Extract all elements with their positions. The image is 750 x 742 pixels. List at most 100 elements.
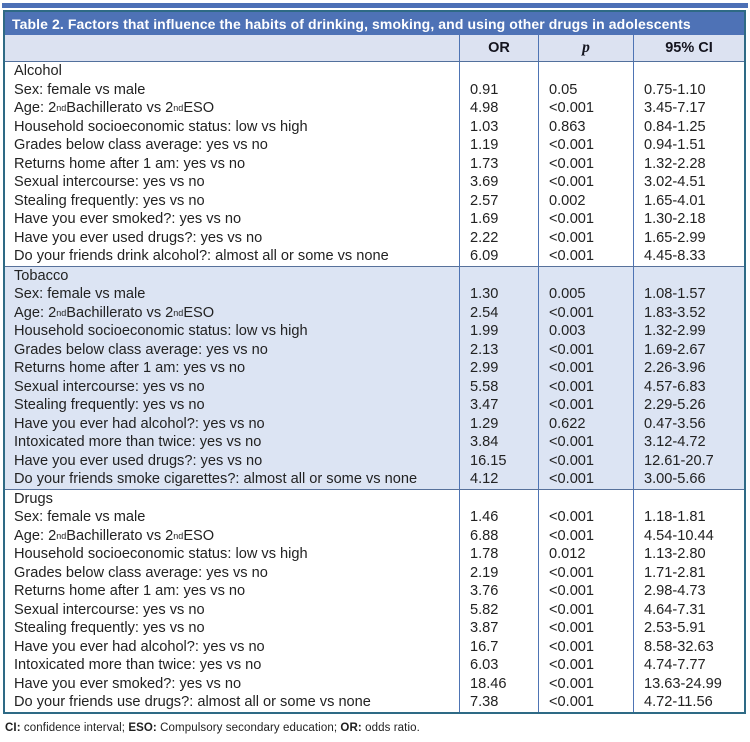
factor-cell: Have you ever used drugs?: yes vs no (14, 229, 263, 246)
table-row: Sex: female vs male 1.30 0.005 1.08-1.57 (5, 285, 744, 304)
factor-cell: Returns home after 1 am: yes vs no (14, 155, 246, 172)
factor-cell: Stealing frequently: yes vs no (14, 397, 205, 414)
factor-cell: Sex: female vs male (14, 286, 146, 303)
ci-cell: 1.71-2.81 (633, 563, 744, 582)
ci-cell: 2.26-3.96 (633, 359, 744, 378)
factor-cell: Have you ever smoked?: yes vs no (14, 675, 242, 692)
p-cell: <0.001 (538, 470, 633, 489)
or-cell: 1.73 (459, 154, 538, 173)
or-cell: 1.78 (459, 545, 538, 564)
ci-cell: 8.58-32.63 (633, 637, 744, 656)
or-cell: 6.88 (459, 526, 538, 545)
p-cell: <0.001 (538, 359, 633, 378)
ci-cell: 3.00-5.66 (633, 470, 744, 489)
ci-cell: 0.84-1.25 (633, 117, 744, 136)
ci-cell: 3.12-4.72 (633, 433, 744, 452)
or-cell (459, 266, 538, 285)
ci-cell: 4.57-6.83 (633, 377, 744, 396)
ci-cell (633, 62, 744, 81)
p-cell: 0.012 (538, 545, 633, 564)
table-header-row: OR p 95% CI (5, 35, 744, 62)
or-cell: 7.38 (459, 693, 538, 712)
column-header-factor (5, 35, 459, 61)
ci-cell: 4.74-7.77 (633, 656, 744, 675)
table-row: Have you ever used drugs?: yes vs no 16.1… (5, 451, 744, 470)
or-cell: 1.19 (459, 136, 538, 155)
table-row: Returns home after 1 am: yes vs no 3.76 <0… (5, 582, 744, 601)
table-row: Sexual intercourse: yes vs no 5.82 <0.001 4… (5, 600, 744, 619)
table-row: Stealing frequently: yes vs no 2.57 0.002 1… (5, 191, 744, 210)
top-rule-divider (2, 3, 748, 8)
factor-cell: Sexual intercourse: yes vs no (14, 601, 205, 618)
ci-cell: 4.45-8.33 (633, 247, 744, 266)
ci-cell: 1.08-1.57 (633, 285, 744, 304)
p-cell: 0.002 (538, 191, 633, 210)
section-label: Tobacco (14, 267, 69, 284)
p-cell: <0.001 (538, 656, 633, 675)
table-row: Do your friends drink alcohol?: almost a… (5, 247, 744, 266)
factor-cell: Stealing frequently: yes vs no (14, 192, 205, 209)
or-cell: 2.13 (459, 340, 538, 359)
p-cell: <0.001 (538, 508, 633, 527)
p-cell: <0.001 (538, 340, 633, 359)
or-cell: 6.09 (459, 247, 538, 266)
or-cell: 1.30 (459, 285, 538, 304)
or-cell: 2.19 (459, 563, 538, 582)
table-row: Have you ever had alcohol?: yes vs no 16.… (5, 637, 744, 656)
ci-cell: 1.32-2.28 (633, 154, 744, 173)
factor-cell: Intoxicated more than twice: yes vs no (14, 434, 262, 451)
section-label: Drugs (14, 490, 53, 507)
factor-cell: Have you ever used drugs?: yes vs no (14, 452, 263, 469)
ci-cell: 0.94-1.51 (633, 136, 744, 155)
ci-cell: 0.75-1.10 (633, 80, 744, 99)
factor-cell: Intoxicated more than twice: yes vs no (14, 657, 262, 674)
or-cell: 3.84 (459, 433, 538, 452)
ci-cell: 1.65-4.01 (633, 191, 744, 210)
or-cell: 2.22 (459, 228, 538, 247)
section-alcohol: Alcohol Sex: female vs male 0.91 0.05 0.75-1… (5, 62, 744, 266)
ci-cell (633, 489, 744, 508)
p-cell: <0.001 (538, 136, 633, 155)
column-header-ci: 95% CI (633, 35, 744, 61)
table-row: Stealing frequently: yes vs no 3.47 <0.001… (5, 396, 744, 415)
table-title: Table 2. Factors that influence the habi… (12, 15, 691, 32)
ci-cell: 1.32-2.99 (633, 322, 744, 341)
factor-cell: Grades below class average: yes vs no (14, 137, 268, 154)
p-cell: <0.001 (538, 228, 633, 247)
ci-cell: 1.83-3.52 (633, 303, 744, 322)
or-cell: 1.46 (459, 508, 538, 527)
table-row: Sexual intercourse: yes vs no 3.69 <0.001 3… (5, 173, 744, 192)
or-cell (459, 62, 538, 81)
factor-cell: Do your friends smoke cigarettes?: almos… (14, 471, 418, 488)
p-cell: <0.001 (538, 637, 633, 656)
column-header-p: p (538, 35, 633, 61)
or-cell: 3.87 (459, 619, 538, 638)
table-row: Have you ever had alcohol?: yes vs no 1.2… (5, 414, 744, 433)
table-title-bar: Table 2. Factors that influence the habi… (5, 12, 744, 35)
table-row: Household socioeconomic status: low vs h… (5, 545, 744, 564)
p-cell: 0.005 (538, 285, 633, 304)
or-cell: 16.7 (459, 637, 538, 656)
p-cell: <0.001 (538, 433, 633, 452)
or-cell: 3.69 (459, 173, 538, 192)
ci-cell: 2.98-4.73 (633, 582, 744, 601)
table-row: Grades below class average: yes vs no 1.1… (5, 136, 744, 155)
factor-cell: Sexual intercourse: yes vs no (14, 174, 205, 191)
section-label: Alcohol (14, 63, 62, 80)
ci-cell: 4.72-11.56 (633, 693, 744, 712)
table-footnote: CI: confidence interval; ESO: Compulsory… (5, 722, 420, 734)
ci-cell: 1.30-2.18 (633, 210, 744, 229)
section-header-row: Drugs (5, 489, 744, 508)
factor-cell: Returns home after 1 am: yes vs no (14, 583, 246, 600)
or-cell: 0.91 (459, 80, 538, 99)
ci-cell: 1.69-2.67 (633, 340, 744, 359)
or-cell: 1.99 (459, 322, 538, 341)
p-cell: 0.05 (538, 80, 633, 99)
table-row: Household socioeconomic status: low vs h… (5, 117, 744, 136)
p-cell: <0.001 (538, 451, 633, 470)
ci-cell: 2.53-5.91 (633, 619, 744, 638)
or-cell: 5.82 (459, 600, 538, 619)
